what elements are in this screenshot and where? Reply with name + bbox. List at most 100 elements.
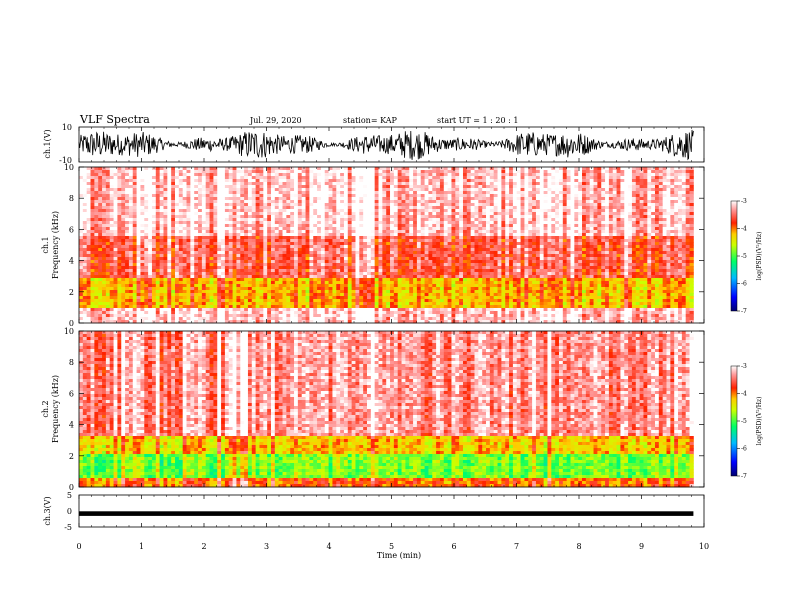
- spectrogram-cell: [616, 245, 621, 249]
- spectrogram-cell: [670, 176, 675, 180]
- spectrogram-cell: [539, 200, 545, 204]
- spectrogram-cell: [313, 176, 318, 180]
- spectrogram-cell: [620, 215, 625, 219]
- spectrogram-cell: [286, 167, 291, 171]
- spectrogram-cell: [539, 230, 545, 234]
- spectrogram-cell: [328, 179, 333, 183]
- spectrogram-cell: [121, 212, 126, 216]
- spectrogram-cell: [255, 176, 260, 180]
- spectrogram-cell: [90, 167, 95, 171]
- spectrogram-cell: [616, 191, 621, 195]
- spectrogram-cell: [259, 236, 264, 240]
- spectrogram-cell: [175, 257, 180, 261]
- spectrogram-cell: [436, 248, 441, 252]
- spectrogram-cell: [86, 197, 91, 201]
- spectrogram-cell: [309, 197, 314, 201]
- spectrogram-cell: [666, 224, 671, 228]
- spectrogram-cell: [244, 206, 249, 210]
- spectrogram-cell: [436, 191, 441, 195]
- spectrogram-cell: [236, 230, 241, 234]
- spectrogram-cell: [347, 215, 353, 219]
- spectrogram-cell: [601, 221, 606, 225]
- spectrogram-cell: [297, 170, 303, 174]
- spectrogram-cell: [620, 182, 625, 186]
- spectrogram-cell: [524, 248, 529, 252]
- spectrogram-cell: [474, 188, 479, 192]
- spectrogram-cell: [359, 176, 364, 180]
- spectrogram-cell: [259, 200, 264, 204]
- spectrogram-cell: [543, 185, 548, 189]
- spectrogram-cell: [221, 179, 226, 183]
- spectrogram-cell: [489, 206, 495, 210]
- spectrogram-cell: [328, 236, 333, 240]
- spectrogram-cell: [639, 236, 644, 240]
- spectrogram-cell: [355, 221, 360, 225]
- spectrogram-cell: [224, 221, 230, 225]
- spectrogram-cell: [274, 206, 280, 210]
- spectrogram-cell: [612, 185, 617, 189]
- spectrogram-cell: [382, 197, 387, 201]
- spectrogram-cell: [658, 200, 664, 204]
- spectrogram-cell: [493, 251, 498, 255]
- spectrogram-cell: [393, 203, 399, 207]
- spectrogram-cell: [616, 242, 621, 246]
- spectrogram-cell: [539, 245, 545, 249]
- spectrogram-cell: [524, 227, 529, 231]
- spectrogram-cell: [132, 242, 137, 246]
- spectrogram-cell: [608, 167, 614, 171]
- spectrogram-cell: [86, 167, 91, 171]
- spectrogram-cell: [244, 218, 249, 222]
- spectrogram-cell: [601, 242, 606, 246]
- spectrogram-cell: [474, 218, 479, 222]
- spectrogram-cell: [685, 170, 690, 174]
- spectrogram-cell: [240, 212, 245, 216]
- spectrogram-cell: [332, 188, 337, 192]
- spectrogram-cell: [628, 194, 633, 198]
- spectrogram-cell: [558, 206, 564, 210]
- spectrogram-cell: [405, 203, 410, 207]
- spectrogram-cell: [443, 224, 449, 228]
- spectrogram-cell: [386, 206, 391, 210]
- spectrogram-cell: [551, 170, 556, 174]
- spectrogram-cell: [551, 185, 556, 189]
- spectrogram-cell: [140, 209, 145, 213]
- spectrogram-cell: [136, 254, 141, 258]
- spectrogram-cell: [178, 188, 184, 192]
- spectrogram-cell: [562, 194, 568, 198]
- spectrogram-cell: [643, 206, 648, 210]
- spectrogram-cell: [390, 182, 395, 186]
- spectrogram-cell: [213, 236, 218, 240]
- spectrogram-cell: [190, 215, 195, 219]
- spectrogram-cell: [654, 182, 660, 186]
- spectrogram-cell: [132, 200, 137, 204]
- spectrogram-cell: [462, 254, 468, 258]
- spectrogram-cell: [455, 218, 460, 222]
- spectrogram-cell: [474, 197, 479, 201]
- spectrogram-cell: [144, 179, 149, 183]
- figure-title: VLF Spectra: [79, 113, 150, 126]
- spectrogram-cell: [186, 206, 191, 210]
- spectrogram-cell: [90, 218, 95, 222]
- spectrogram-cell: [462, 206, 468, 210]
- spectrogram-cell: [674, 167, 679, 171]
- spectrogram-cell: [175, 233, 180, 237]
- spectrogram-cell: [102, 206, 107, 210]
- spectrogram-cell: [182, 194, 187, 198]
- spectrogram-cell: [608, 206, 614, 210]
- spectrogram-cell: [443, 248, 449, 252]
- spectrogram-cell: [555, 188, 560, 192]
- spectrogram-cell: [585, 170, 591, 174]
- spectrogram-cell: [616, 167, 621, 171]
- spectrogram-cell: [317, 200, 322, 204]
- spectrogram-cell: [244, 167, 249, 171]
- spectrogram-cell: [117, 170, 122, 174]
- spectrogram-cell: [144, 224, 149, 228]
- spectrogram-cell: [255, 191, 260, 195]
- spectrogram-cell: [324, 227, 329, 231]
- spectrogram-cell: [178, 209, 184, 213]
- spectrogram-cell: [340, 257, 345, 261]
- spectrogram-cell: [186, 242, 191, 246]
- spectrogram-cell: [631, 173, 637, 177]
- spectrogram-cell: [489, 233, 495, 237]
- spectrogram-cell: [148, 185, 153, 189]
